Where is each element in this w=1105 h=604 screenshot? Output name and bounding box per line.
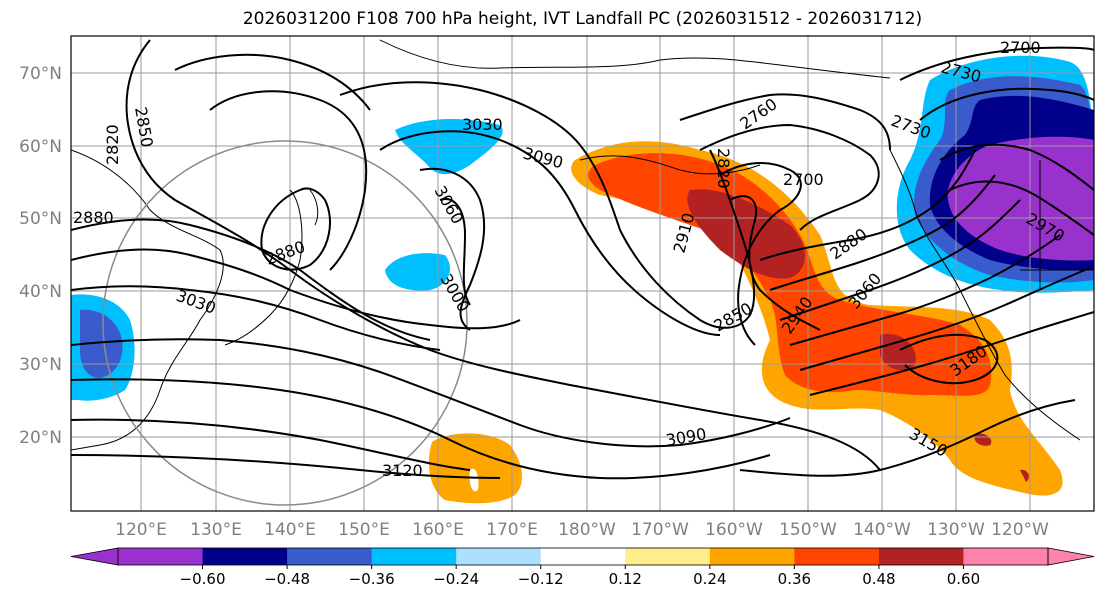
coastlines <box>71 39 1094 451</box>
lon-label: 130°E <box>190 520 242 540</box>
colorbar-swatch <box>625 548 711 565</box>
colorbar-tick-label: −0.24 <box>433 570 479 588</box>
lat-label: 60°N <box>19 137 62 157</box>
colorbar-swatch <box>202 548 288 565</box>
ivt-positive-south <box>428 433 522 504</box>
contour-label: 2820 <box>103 124 122 165</box>
graticule <box>71 36 1094 511</box>
contour-label: 2700 <box>1000 38 1041 57</box>
lat-label: 40°N <box>19 282 62 302</box>
lat-labels: 70°N 60°N 50°N 40°N 30°N 20°N <box>19 64 62 448</box>
lon-label: 140°E <box>264 520 316 540</box>
colorbar-swatch <box>540 548 626 565</box>
lon-label: 150°W <box>779 520 837 540</box>
contour-label: 2880 <box>73 208 114 227</box>
lon-label: 170°E <box>486 520 538 540</box>
map-title: 2026031200 F108 700 hPa height, IVT Land… <box>242 9 923 29</box>
height-contours <box>71 39 1094 480</box>
contour-label: 3120 <box>382 461 423 480</box>
colorbar-swatch <box>709 548 795 565</box>
lon-label: 160°W <box>705 520 763 540</box>
colorbar-tick-label: 0.60 <box>947 570 980 588</box>
colorbar-extend-low <box>70 547 119 566</box>
colorbar-tick-label: 0.48 <box>862 570 895 588</box>
lat-label: 30°N <box>19 355 62 375</box>
colorbar-frame <box>117 547 1049 566</box>
lat-label: 70°N <box>19 64 62 84</box>
colorbar-swatch <box>794 548 880 565</box>
colorbar-tick-label: 0.36 <box>778 570 811 588</box>
lon-labels: 120°E 130°E 140°E 150°E 160°E 170°E 180°… <box>115 520 1049 540</box>
lon-label: 120°W <box>991 520 1049 540</box>
lat-label: 20°N <box>19 428 62 448</box>
lat-label: 50°N <box>19 209 62 229</box>
lon-label: 160°E <box>412 520 464 540</box>
colorbar-tick-label: −0.12 <box>518 570 564 588</box>
colorbar-tick-label: 0.24 <box>693 570 726 588</box>
colorbar-swatch <box>118 548 204 565</box>
lon-label: 180°W <box>558 520 616 540</box>
colorbar-swatch <box>963 548 1049 565</box>
colorbar-swatch <box>287 548 373 565</box>
map-frame <box>70 35 1095 512</box>
ivt-negative-purple <box>947 136 1094 261</box>
contour-label: 2820 <box>714 148 733 189</box>
contour-label: 3030 <box>462 115 503 134</box>
lon-label: 140°W <box>853 520 911 540</box>
colorbar: −0.60 −0.48 −0.36 −0.24 −0.12 0.12 0.24 0.36 0.4… <box>70 547 1095 588</box>
colorbar-swatch <box>456 548 542 565</box>
colorbar-tick-label: 0.12 <box>609 570 642 588</box>
contour-label: 2700 <box>783 170 824 189</box>
colorbar-tick-label: −0.48 <box>264 570 310 588</box>
lon-label: 150°E <box>338 520 390 540</box>
colorbar-extend-high <box>1047 547 1095 566</box>
colorbar-tick-label: −0.36 <box>349 570 395 588</box>
lon-label: 130°W <box>927 520 985 540</box>
colorbar-tick-label: −0.60 <box>180 570 226 588</box>
range-circle <box>102 140 468 506</box>
lon-label: 120°E <box>115 520 167 540</box>
colorbar-swatch <box>878 548 964 565</box>
lon-label: 170°W <box>631 520 689 540</box>
colorbar-swatch <box>371 548 457 565</box>
